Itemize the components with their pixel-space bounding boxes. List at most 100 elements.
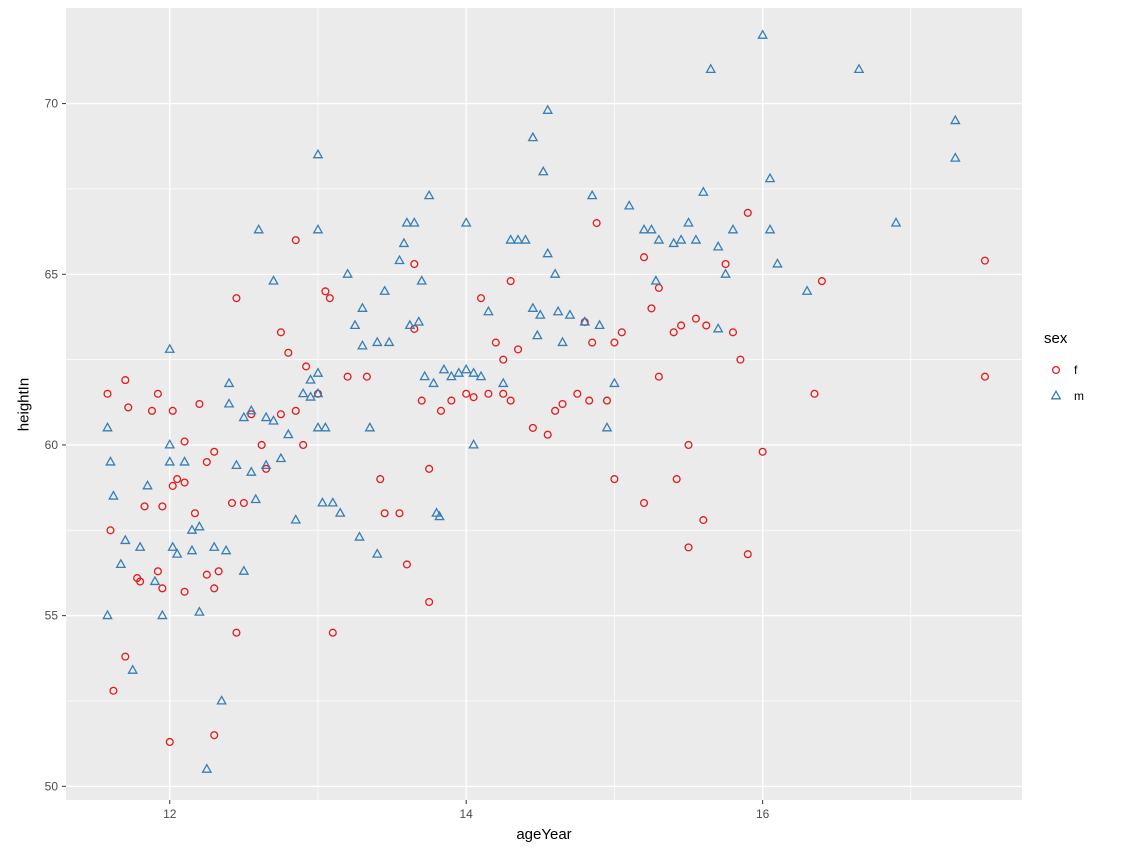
- data-point-m: [194, 520, 205, 531]
- data-point-m: [705, 63, 717, 73]
- data-point-m: [423, 189, 435, 200]
- legend-glyph-circle: [1051, 365, 1061, 375]
- data-point-m: [416, 275, 428, 285]
- y-tick-label: 55: [45, 609, 59, 623]
- data-point-m: [512, 234, 524, 244]
- data-point-m: [208, 541, 220, 551]
- legend-label-m: m: [1074, 389, 1084, 403]
- data-point-m: [557, 336, 568, 347]
- data-point-f: [669, 328, 678, 337]
- data-point-m: [179, 456, 190, 466]
- data-point-m: [164, 439, 176, 449]
- data-point-f: [573, 389, 582, 398]
- data-point-m: [460, 363, 472, 374]
- data-point-m: [690, 234, 702, 244]
- data-point-f: [210, 731, 219, 740]
- data-point-f: [195, 399, 204, 409]
- data-point-m: [102, 421, 113, 432]
- data-point-m: [260, 459, 272, 469]
- data-point-m: [102, 609, 113, 620]
- data-point-m: [290, 514, 302, 524]
- data-point-f: [410, 259, 419, 269]
- data-point-m: [434, 510, 445, 521]
- data-point-m: [475, 370, 487, 381]
- data-point-m: [220, 544, 232, 555]
- data-point-m: [801, 285, 813, 295]
- data-point-f: [284, 348, 293, 357]
- data-point-m: [398, 237, 410, 248]
- data-point-f: [499, 355, 508, 364]
- data-point-m: [772, 258, 783, 268]
- legend: sex f m: [1044, 330, 1084, 409]
- data-point-m: [312, 387, 324, 398]
- data-point-f: [239, 498, 248, 508]
- data-point-f: [109, 686, 118, 695]
- data-point-f: [136, 577, 145, 586]
- data-point-m: [505, 234, 516, 244]
- data-point-f: [585, 396, 594, 405]
- data-point-m: [650, 275, 662, 285]
- data-point-f: [190, 509, 199, 518]
- data-point-f: [417, 396, 426, 405]
- data-point-f: [425, 464, 434, 473]
- data-point-f: [588, 338, 597, 347]
- data-point-f: [684, 543, 693, 552]
- data-point-m: [594, 319, 605, 330]
- data-point-f: [980, 256, 989, 265]
- data-point-m: [549, 268, 561, 278]
- data-point-f: [276, 328, 285, 337]
- data-point-m: [527, 131, 539, 142]
- data-point-m: [419, 370, 430, 381]
- legend-label-f: f: [1074, 363, 1078, 377]
- data-point-f: [551, 406, 560, 415]
- data-point-f: [257, 440, 266, 450]
- data-point-f: [462, 389, 471, 398]
- data-point-m: [564, 309, 576, 319]
- data-point-m: [364, 421, 376, 432]
- data-point-m: [268, 275, 279, 285]
- data-point-f: [514, 345, 523, 354]
- data-point-f: [702, 321, 711, 330]
- data-point-f: [140, 502, 149, 511]
- data-point-m: [194, 606, 205, 616]
- data-point-f: [684, 440, 693, 450]
- x-tick-label: 16: [756, 807, 770, 821]
- data-point-m: [297, 387, 309, 398]
- axis-tick-marks: [62, 103, 764, 804]
- data-point-f: [810, 389, 819, 398]
- data-point-m: [164, 343, 176, 353]
- data-point-m: [552, 305, 564, 316]
- data-point-m: [223, 377, 235, 388]
- data-point-f: [380, 509, 389, 518]
- data-point-f: [328, 628, 337, 637]
- data-point-f: [165, 737, 174, 747]
- data-point-f: [506, 277, 515, 286]
- data-point-f: [639, 253, 649, 262]
- data-point-f: [758, 447, 767, 456]
- data-point-f: [402, 560, 411, 569]
- y-tick-label: 60: [45, 438, 59, 452]
- data-point-m: [171, 548, 183, 558]
- data-point-m: [683, 217, 694, 227]
- data-point-m: [134, 541, 146, 551]
- data-point-f: [602, 396, 612, 405]
- gridlines-major: [66, 8, 1022, 800]
- data-point-m: [312, 148, 324, 159]
- data-point-m: [268, 415, 279, 425]
- data-point-m: [527, 302, 539, 312]
- data-point-m: [349, 319, 361, 330]
- data-point-m: [186, 524, 198, 534]
- data-point-f: [321, 287, 330, 296]
- data-point-m: [609, 377, 620, 388]
- data-point-f: [291, 406, 300, 415]
- data-point-m: [438, 363, 450, 374]
- legend-item-f: f: [1044, 357, 1084, 383]
- y-axis-title: heightIn: [15, 377, 33, 432]
- data-point-f: [528, 423, 537, 432]
- data-point-m: [394, 254, 405, 265]
- data-point-m: [357, 302, 368, 312]
- data-point-m: [579, 316, 591, 326]
- data-point-m: [520, 234, 531, 244]
